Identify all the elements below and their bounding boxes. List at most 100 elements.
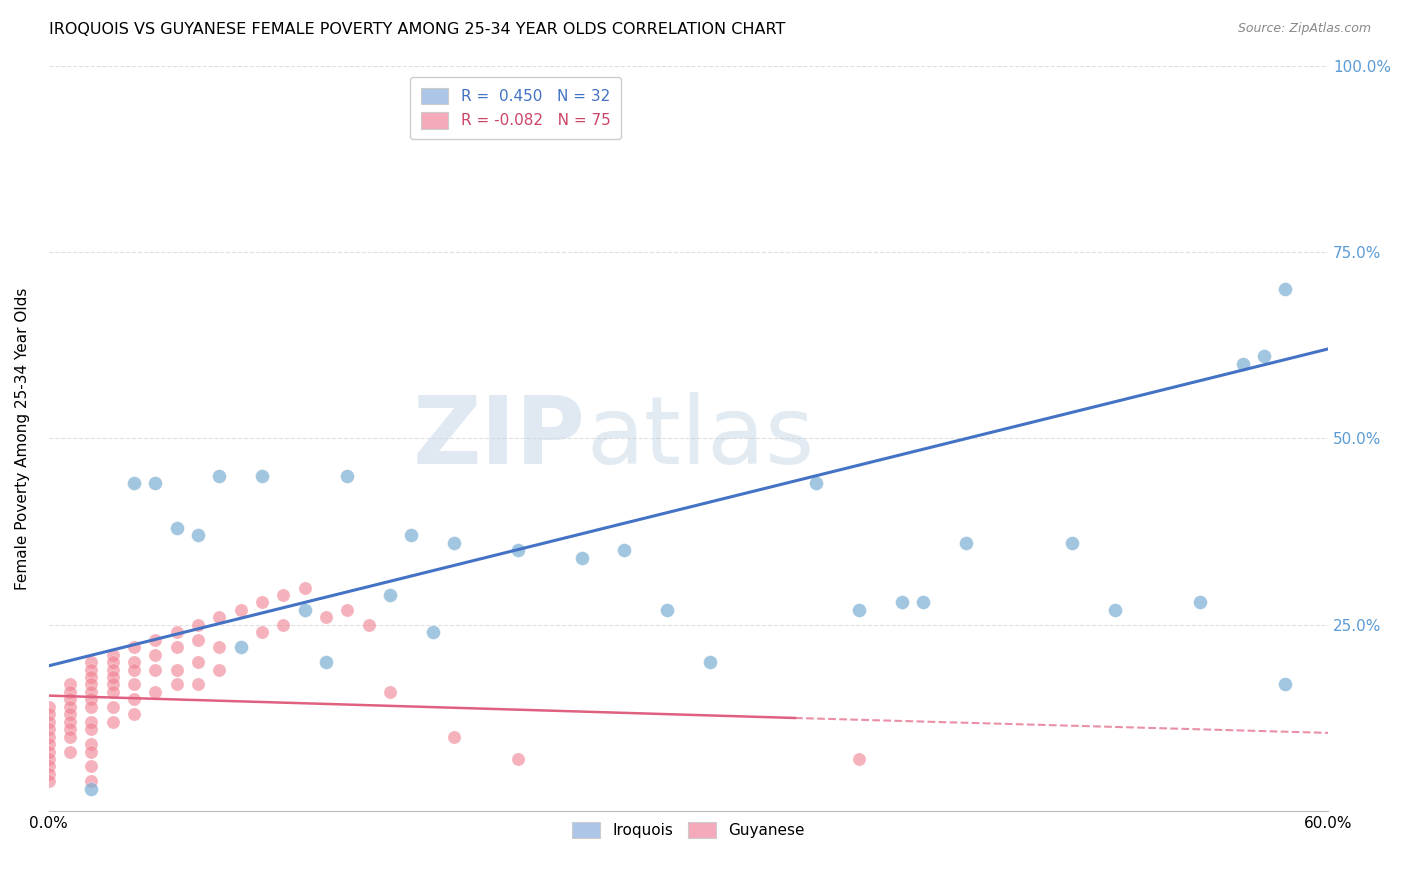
Point: [399, 528, 422, 542]
Point: [145, 632, 167, 647]
Point: [208, 610, 231, 624]
Point: [271, 588, 294, 602]
Point: [122, 677, 145, 691]
Point: [38, 759, 60, 773]
Point: [848, 603, 870, 617]
Point: [122, 655, 145, 669]
Point: [59, 730, 82, 744]
Point: [145, 663, 167, 677]
Point: [38, 714, 60, 729]
Point: [315, 610, 337, 624]
Point: [101, 663, 124, 677]
Point: [187, 677, 209, 691]
Point: [506, 543, 529, 558]
Point: [506, 752, 529, 766]
Point: [101, 714, 124, 729]
Text: IROQUOIS VS GUYANESE FEMALE POVERTY AMONG 25-34 YEAR OLDS CORRELATION CHART: IROQUOIS VS GUYANESE FEMALE POVERTY AMON…: [49, 22, 786, 37]
Point: [38, 737, 60, 751]
Point: [38, 745, 60, 759]
Point: [187, 655, 209, 669]
Point: [122, 692, 145, 706]
Point: [101, 677, 124, 691]
Point: [336, 603, 359, 617]
Point: [101, 699, 124, 714]
Point: [208, 640, 231, 655]
Point: [59, 722, 82, 736]
Point: [80, 670, 103, 684]
Point: [294, 581, 316, 595]
Point: [1274, 677, 1296, 691]
Point: [443, 730, 465, 744]
Point: [378, 685, 401, 699]
Point: [1232, 357, 1254, 371]
Point: [80, 722, 103, 736]
Point: [145, 648, 167, 662]
Point: [208, 663, 231, 677]
Text: ZIP: ZIP: [413, 392, 586, 484]
Point: [571, 550, 593, 565]
Point: [315, 655, 337, 669]
Point: [145, 476, 167, 491]
Point: [1253, 350, 1275, 364]
Point: [101, 655, 124, 669]
Point: [80, 737, 103, 751]
Point: [59, 692, 82, 706]
Point: [378, 588, 401, 602]
Point: [229, 640, 252, 655]
Point: [38, 707, 60, 722]
Point: [38, 699, 60, 714]
Point: [613, 543, 636, 558]
Point: [187, 632, 209, 647]
Point: [271, 617, 294, 632]
Point: [166, 663, 188, 677]
Point: [911, 595, 934, 609]
Point: [1189, 595, 1212, 609]
Point: [80, 759, 103, 773]
Point: [294, 603, 316, 617]
Point: [443, 535, 465, 549]
Point: [80, 699, 103, 714]
Point: [122, 663, 145, 677]
Point: [59, 699, 82, 714]
Point: [101, 648, 124, 662]
Point: [890, 595, 912, 609]
Point: [38, 767, 60, 781]
Point: [145, 685, 167, 699]
Text: atlas: atlas: [586, 392, 814, 484]
Point: [208, 468, 231, 483]
Point: [229, 603, 252, 617]
Point: [122, 640, 145, 655]
Point: [101, 685, 124, 699]
Point: [955, 535, 977, 549]
Point: [336, 468, 359, 483]
Point: [806, 476, 828, 491]
Point: [80, 692, 103, 706]
Point: [38, 774, 60, 789]
Point: [80, 685, 103, 699]
Point: [80, 655, 103, 669]
Point: [122, 707, 145, 722]
Point: [357, 617, 380, 632]
Y-axis label: Female Poverty Among 25-34 Year Olds: Female Poverty Among 25-34 Year Olds: [15, 287, 30, 590]
Point: [38, 752, 60, 766]
Point: [38, 722, 60, 736]
Point: [166, 677, 188, 691]
Point: [59, 677, 82, 691]
Point: [422, 625, 444, 640]
Point: [80, 714, 103, 729]
Point: [101, 670, 124, 684]
Point: [655, 603, 678, 617]
Point: [166, 521, 188, 535]
Point: [59, 685, 82, 699]
Point: [1274, 282, 1296, 296]
Point: [250, 595, 273, 609]
Point: [122, 476, 145, 491]
Point: [80, 781, 103, 796]
Point: [59, 714, 82, 729]
Point: [187, 528, 209, 542]
Point: [250, 468, 273, 483]
Point: [699, 655, 721, 669]
Point: [250, 625, 273, 640]
Point: [848, 752, 870, 766]
Point: [166, 625, 188, 640]
